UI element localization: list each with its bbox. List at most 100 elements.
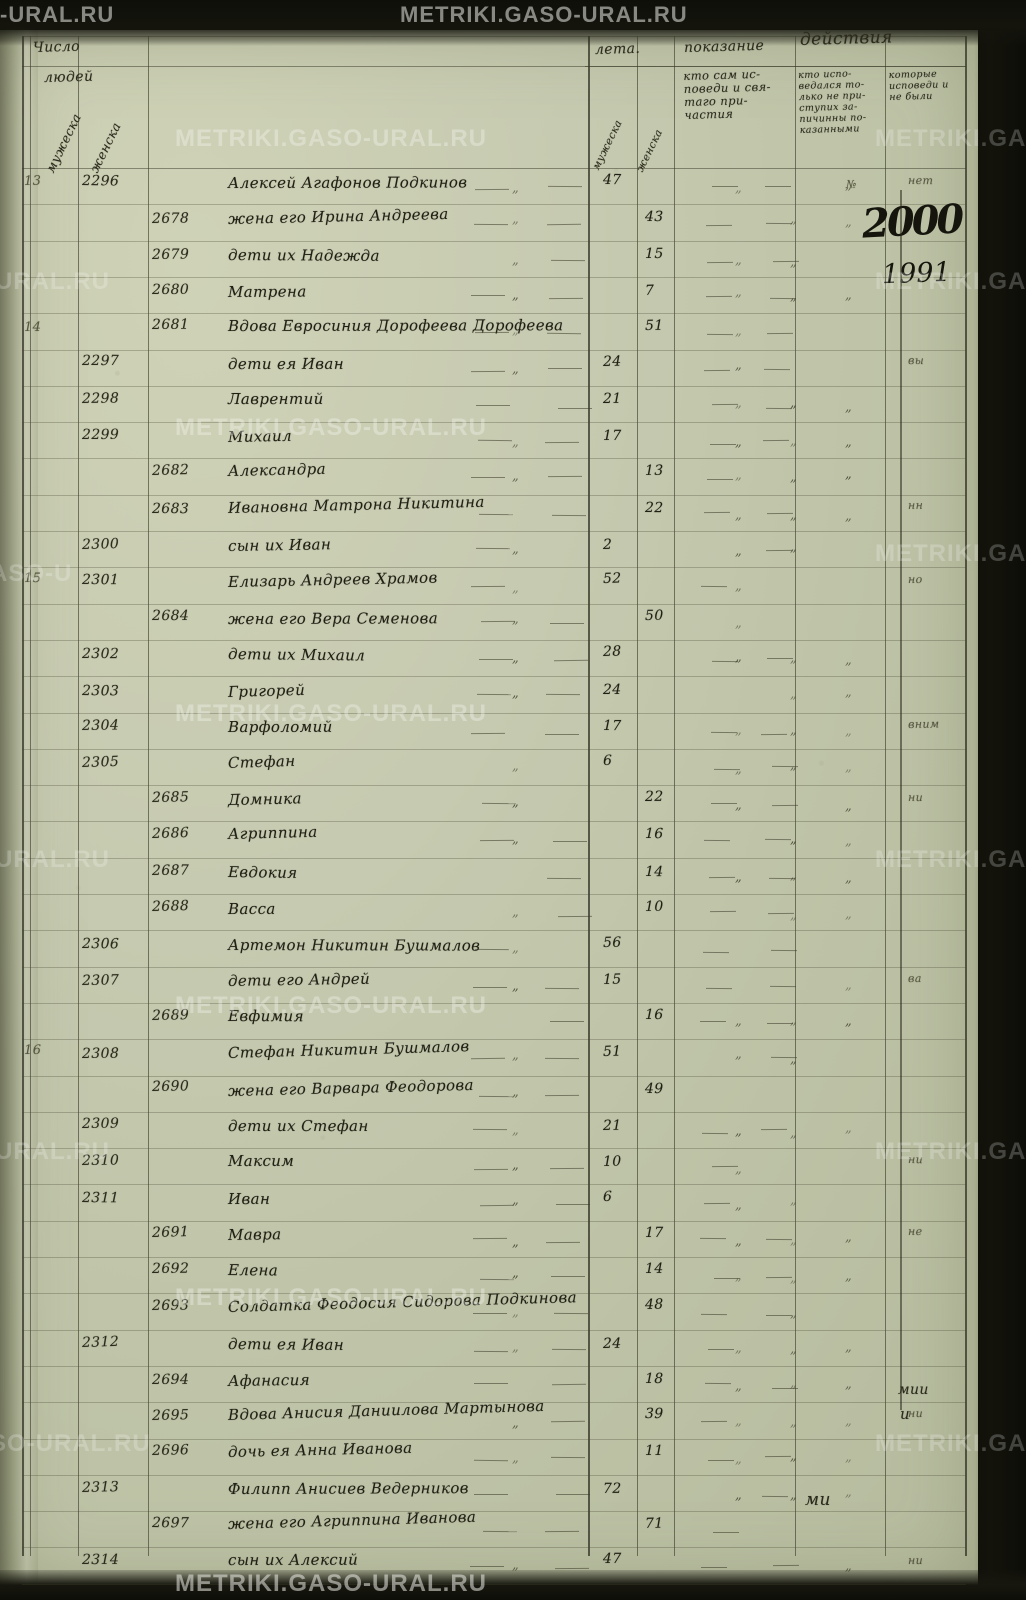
row-ditto-mark: „ <box>845 1339 852 1355</box>
row-age-female-20: 10 <box>644 898 664 915</box>
row-female-number-8: 2682 <box>151 461 190 479</box>
row-ditto-mark: „ <box>512 580 519 596</box>
row-filler-dash <box>706 478 734 480</box>
row-person-name-7: Михаил <box>227 427 293 447</box>
header-notes-label: показание <box>683 37 765 56</box>
row-male-number-15: 2304 <box>81 717 120 735</box>
table-hrule-row <box>22 676 966 678</box>
row-ditto-mark: „ <box>735 435 742 451</box>
row-filler-dash <box>549 1020 585 1022</box>
row-ditto-mark: „ <box>512 759 519 775</box>
row-female-number-1: 2678 <box>151 210 190 227</box>
row-ditto-mark: „ <box>735 579 742 595</box>
table-hrule-row <box>22 1075 966 1077</box>
row-filler-dash <box>472 986 508 988</box>
row-ditto-mark: „ <box>512 1047 519 1063</box>
table-vrule-outer-left <box>22 36 24 1556</box>
table-hrule-row <box>22 1184 966 1186</box>
row-filler-dash <box>475 404 511 407</box>
row-ditto-mark: „ <box>790 254 797 270</box>
table-vrule-age-female <box>674 36 675 1556</box>
row-male-number-13: 2302 <box>81 646 120 663</box>
row-note-29: не <box>907 1224 923 1238</box>
table-hrule-row <box>22 1039 966 1041</box>
row-age-male-28: 6 <box>602 1188 613 1205</box>
row-ditto-mark: „ <box>512 212 519 228</box>
row-filler-dash <box>701 1132 729 1134</box>
row-ditto-mark: „ <box>790 540 797 556</box>
row-ditto-mark: „ <box>845 1014 852 1030</box>
row-filler-dash <box>547 367 583 369</box>
row-filler-dash <box>481 802 517 804</box>
row-ditto-mark: „ <box>512 612 519 628</box>
row-person-name-15: Варфоломий <box>227 717 333 737</box>
row-age-female-18: 16 <box>644 825 664 843</box>
row-person-name-0: Алексей Агафонов Подкинов <box>227 172 468 192</box>
row-ditto-mark: „ <box>735 762 742 778</box>
row-ditto-mark: „ <box>512 252 519 268</box>
header-count-label: Число <box>32 38 81 56</box>
table-hrule-row <box>22 1257 966 1258</box>
table-hrule-row <box>22 1365 966 1367</box>
row-age-male-21: 56 <box>602 934 622 951</box>
table-hrule-row <box>22 240 966 242</box>
row-person-name-14: Григорей <box>227 680 306 701</box>
row-filler-dash <box>545 693 581 696</box>
row-ditto-mark: „ <box>735 1123 742 1139</box>
row-female-number-18: 2686 <box>151 824 190 842</box>
row-age-female-30: 14 <box>644 1260 664 1277</box>
row-ditto-mark: „ <box>735 1197 742 1213</box>
row-ditto-mark: „ <box>512 1157 519 1173</box>
row-note-9: нн <box>907 499 924 513</box>
row-ditto-mark: „ <box>790 686 797 702</box>
row-filler-dash <box>760 1128 788 1130</box>
table-hrule-row <box>22 1329 966 1331</box>
row-note-0: нет <box>907 173 934 187</box>
row-age-male-0: 47 <box>602 172 622 189</box>
row-person-name-35: дочь ея Анна Иванова <box>227 1438 413 1461</box>
row-filler-dash <box>482 1530 518 1532</box>
pencil-total-annotation: 2000 <box>860 195 963 248</box>
row-person-name-8: Александра <box>227 460 327 481</box>
row-filler-dash <box>557 407 593 409</box>
table-vrule-action-a <box>885 36 886 1556</box>
row-ditto-mark: „ <box>845 466 852 482</box>
row-female-number-12: 2684 <box>151 607 190 624</box>
row-age-male-27: 10 <box>602 1153 622 1171</box>
row-ditto-mark: „ <box>790 650 797 666</box>
header-action-a-detail: кто испо- ведался то- лько не при- ступи… <box>798 68 867 136</box>
row-filler-dash <box>544 1530 580 1532</box>
row-filler-dash <box>700 585 728 587</box>
row-note-27: ни <box>907 1153 924 1167</box>
table-hrule-row <box>22 1111 966 1113</box>
row-filler-dash <box>470 1057 506 1059</box>
row-filler-dash <box>470 476 506 479</box>
table-vrule-female-no <box>148 36 149 1556</box>
row-ditto-mark: „ <box>512 288 519 304</box>
page-right-edge-shadow <box>974 30 1026 1590</box>
table-hrule-header-2 <box>585 66 966 67</box>
row-age-female-1: 43 <box>644 209 664 226</box>
row-age-male-32: 24 <box>602 1335 622 1352</box>
row-person-name-16: Стефан <box>227 751 296 773</box>
row-filler-dash <box>557 915 593 917</box>
row-female-number-19: 2687 <box>151 862 190 880</box>
row-ditto-mark: „ <box>512 1450 519 1466</box>
row-ditto-mark: „ <box>790 1342 797 1358</box>
row-male-number-5: 2297 <box>81 353 120 370</box>
row-filler-dash <box>766 332 794 334</box>
row-male-number-27: 2310 <box>81 1152 120 1169</box>
row-note-38: ни <box>907 1553 924 1567</box>
row-ditto-mark: „ <box>845 435 852 450</box>
row-filler-dash <box>470 585 506 587</box>
row-age-female-17: 22 <box>644 788 664 806</box>
row-filler-dash <box>553 659 589 661</box>
row-age-male-15: 17 <box>602 718 622 735</box>
row-female-number-33: 2694 <box>151 1371 190 1388</box>
row-male-number-21: 2306 <box>81 935 120 953</box>
table-hrule-row <box>22 857 966 859</box>
row-female-number-31: 2693 <box>151 1297 190 1314</box>
row-age-female-2: 15 <box>644 245 664 262</box>
table-hrule-row <box>22 748 966 750</box>
row-person-name-30: Елена <box>227 1261 279 1280</box>
